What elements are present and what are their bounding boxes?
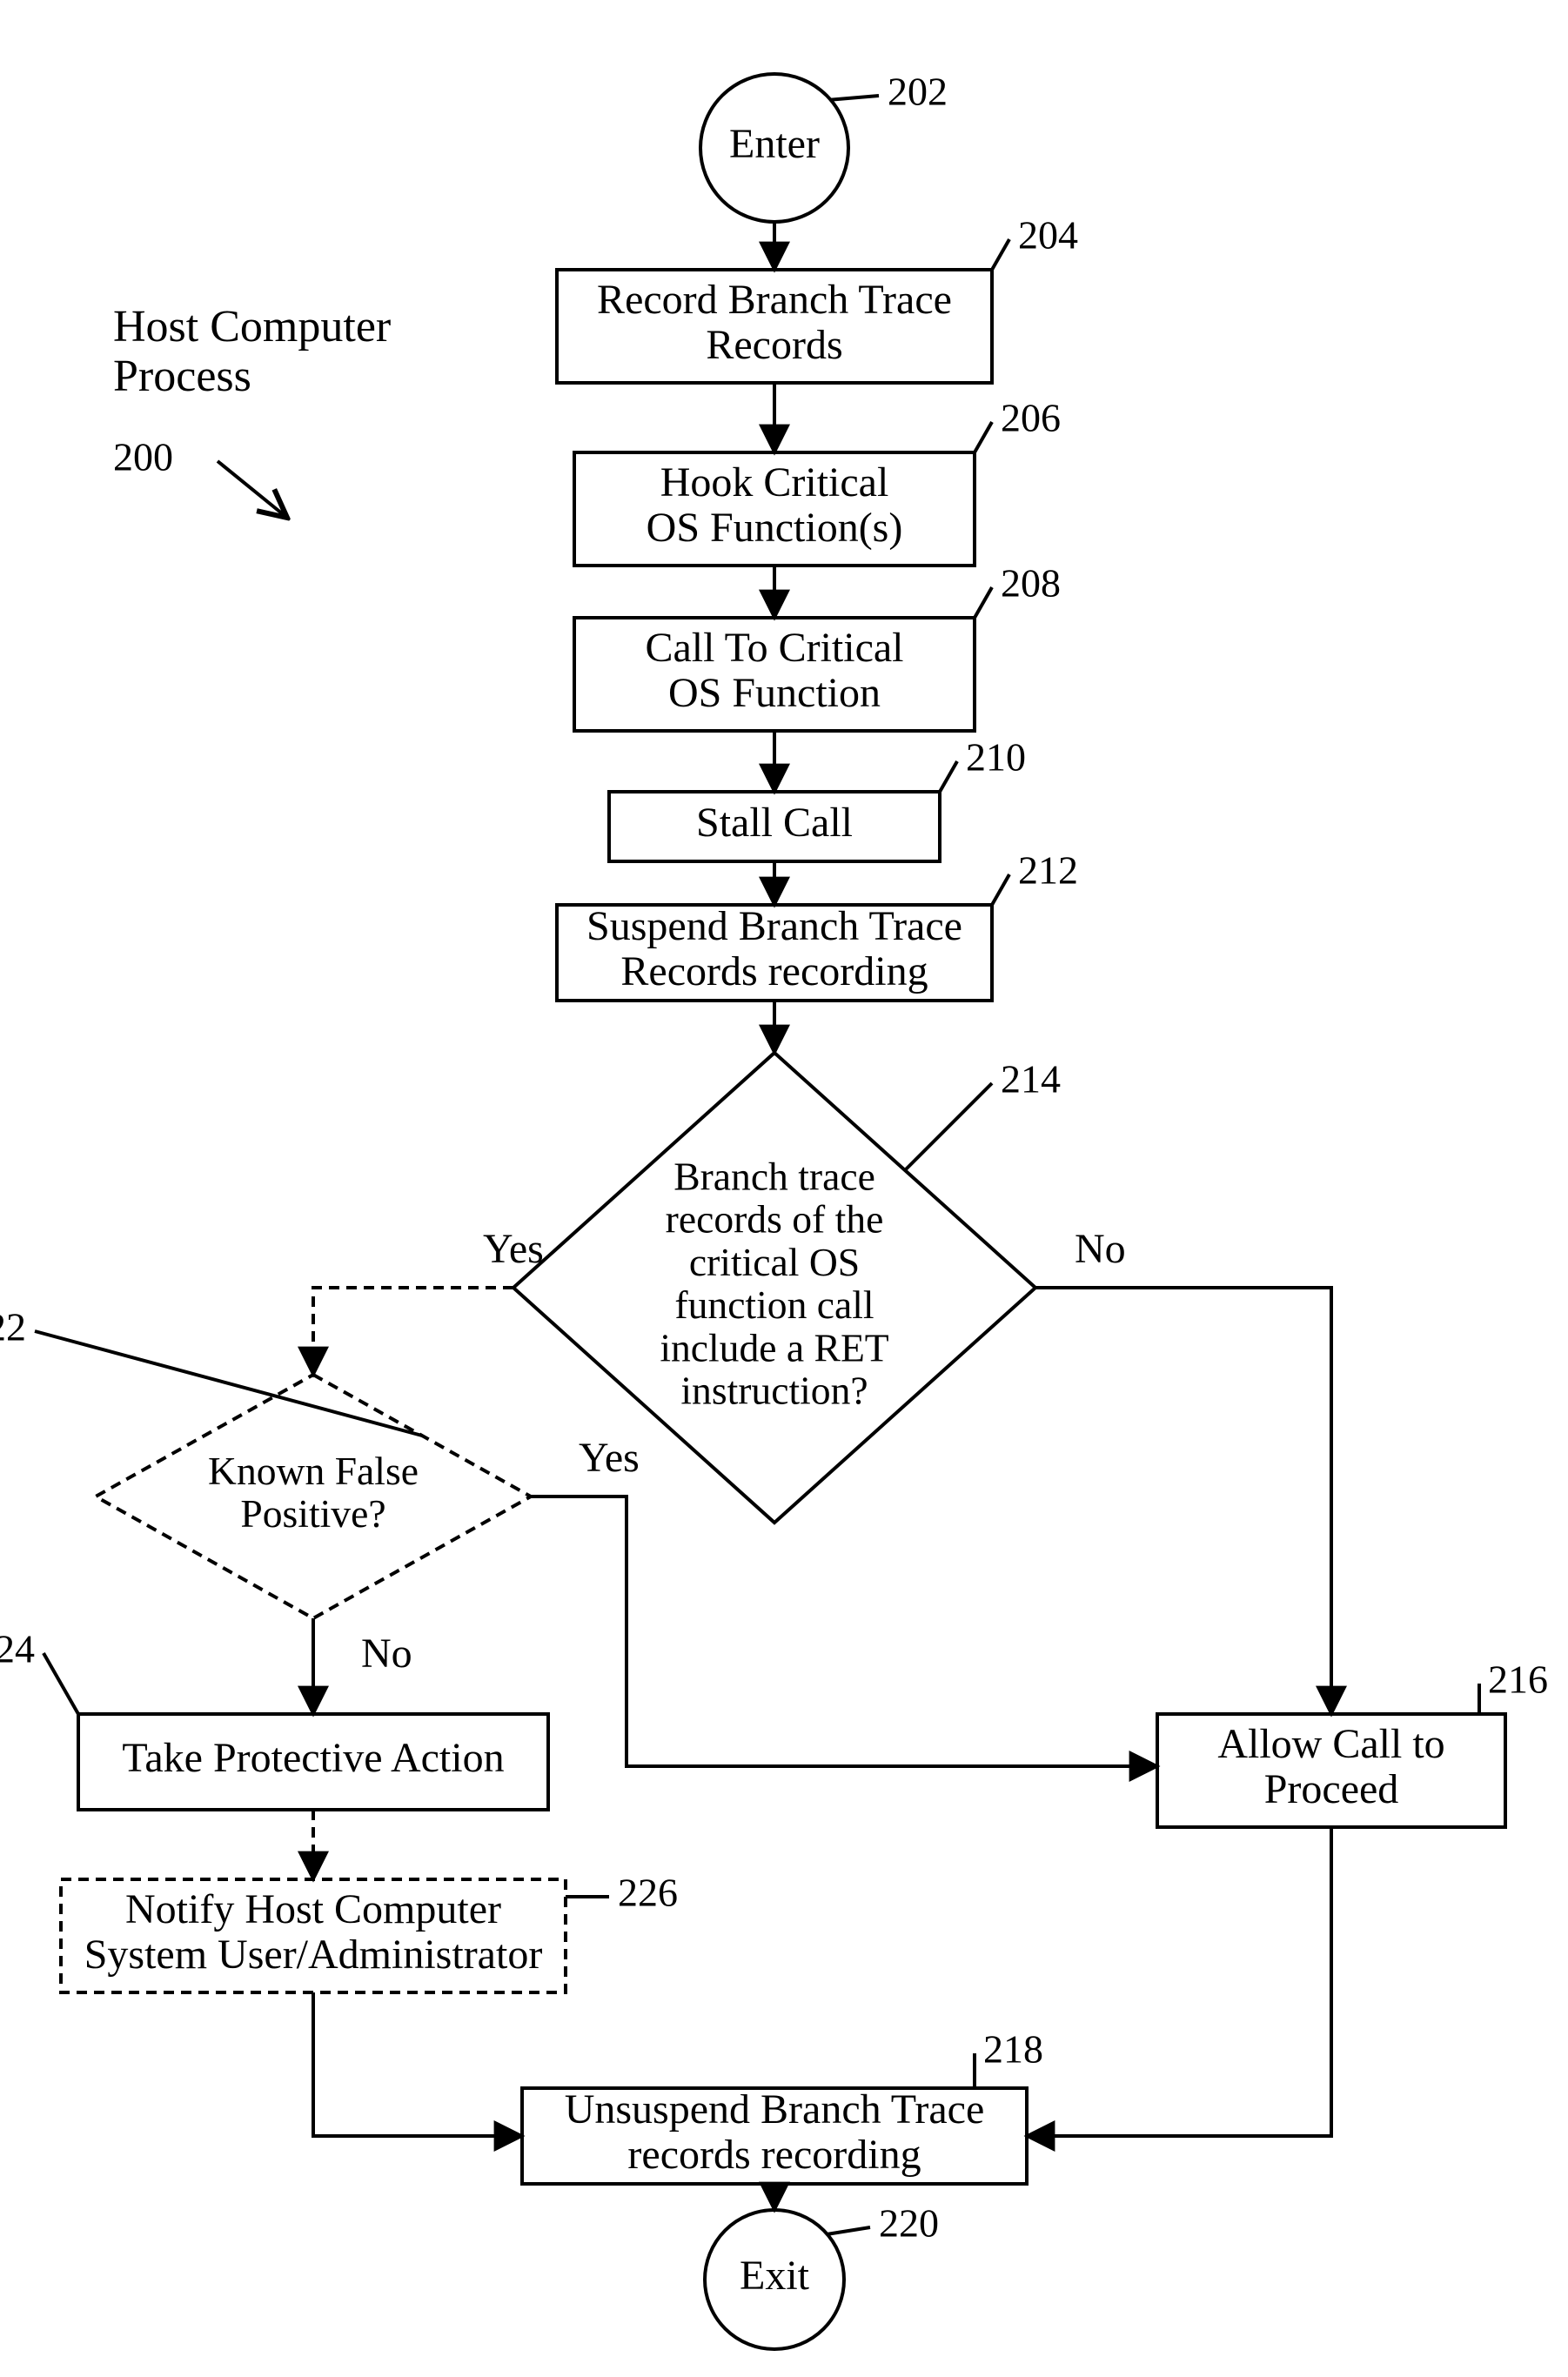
svg-text:Call To Critical: Call To Critical — [645, 625, 903, 671]
edge-e6 — [313, 1288, 513, 1375]
svg-text:Record Branch Trace: Record Branch Trace — [597, 277, 952, 323]
svg-text:Hook Critical: Hook Critical — [660, 459, 889, 506]
svg-text:Unsuspend Branch Trace: Unsuspend Branch Trace — [565, 2086, 985, 2133]
svg-text:Process: Process — [113, 352, 251, 401]
svg-text:critical OS: critical OS — [689, 1240, 860, 1284]
svg-text:Enter: Enter — [729, 121, 820, 167]
edge-e9 — [531, 1497, 1157, 1766]
svg-text:200: 200 — [113, 435, 173, 479]
edge-e12 — [1027, 1827, 1331, 2136]
svg-text:No: No — [361, 1630, 412, 1677]
svg-text:Stall Call: Stall Call — [696, 800, 853, 846]
svg-text:Exit: Exit — [740, 2253, 810, 2299]
node-n224 — [44, 1653, 548, 1810]
svg-text:Positive?: Positive? — [240, 1491, 385, 1536]
svg-text:Host Computer: Host Computer — [113, 302, 391, 352]
edge-e11 — [313, 1992, 522, 2136]
svg-text:220: 220 — [879, 2201, 939, 2246]
svg-text:Yes: Yes — [579, 1435, 640, 1481]
svg-text:210: 210 — [966, 735, 1026, 780]
svg-text:202: 202 — [888, 70, 948, 114]
svg-text:function call: function call — [674, 1282, 874, 1327]
svg-text:218: 218 — [983, 2027, 1043, 2072]
edge-e7 — [1035, 1288, 1331, 1714]
svg-text:Records: Records — [706, 322, 842, 368]
svg-text:Proceed: Proceed — [1264, 1766, 1399, 1812]
svg-text:OS Function(s): OS Function(s) — [647, 505, 903, 551]
flowchart-canvas: Host ComputerProcess 200 Enter 202 Record Br… — [0, 0, 1568, 2377]
svg-text:OS Function: OS Function — [668, 670, 881, 716]
svg-text:206: 206 — [1001, 396, 1061, 440]
svg-text:System User/Administrator: System User/Administrator — [84, 1932, 543, 1978]
svg-text:212: 212 — [1018, 848, 1078, 893]
svg-text:No: No — [1075, 1226, 1126, 1272]
svg-text:Branch trace: Branch trace — [673, 1154, 875, 1198]
svg-text:Known False: Known False — [208, 1449, 419, 1493]
svg-text:Take Protective Action: Take Protective Action — [122, 1735, 504, 1781]
svg-text:204: 204 — [1018, 213, 1078, 258]
svg-text:226: 226 — [618, 1871, 678, 1915]
svg-text:records recording: records recording — [627, 2132, 921, 2178]
svg-text:224: 224 — [0, 1627, 35, 1671]
svg-text:instruction?: instruction? — [680, 1369, 868, 1413]
svg-text:Records recording: Records recording — [620, 948, 928, 994]
svg-text:208: 208 — [1001, 561, 1061, 606]
svg-text:222: 222 — [0, 1305, 26, 1349]
svg-text:Allow Call to: Allow Call to — [1217, 1721, 1444, 1767]
svg-text:216: 216 — [1488, 1657, 1548, 1702]
svg-text:214: 214 — [1001, 1057, 1061, 1101]
svg-text:records of the: records of the — [666, 1197, 884, 1242]
svg-text:Yes: Yes — [483, 1226, 544, 1272]
svg-text:Suspend Branch Trace: Suspend Branch Trace — [586, 903, 962, 949]
svg-text:include a RET: include a RET — [660, 1325, 888, 1369]
svg-text:Notify Host Computer: Notify Host Computer — [125, 1886, 501, 1932]
